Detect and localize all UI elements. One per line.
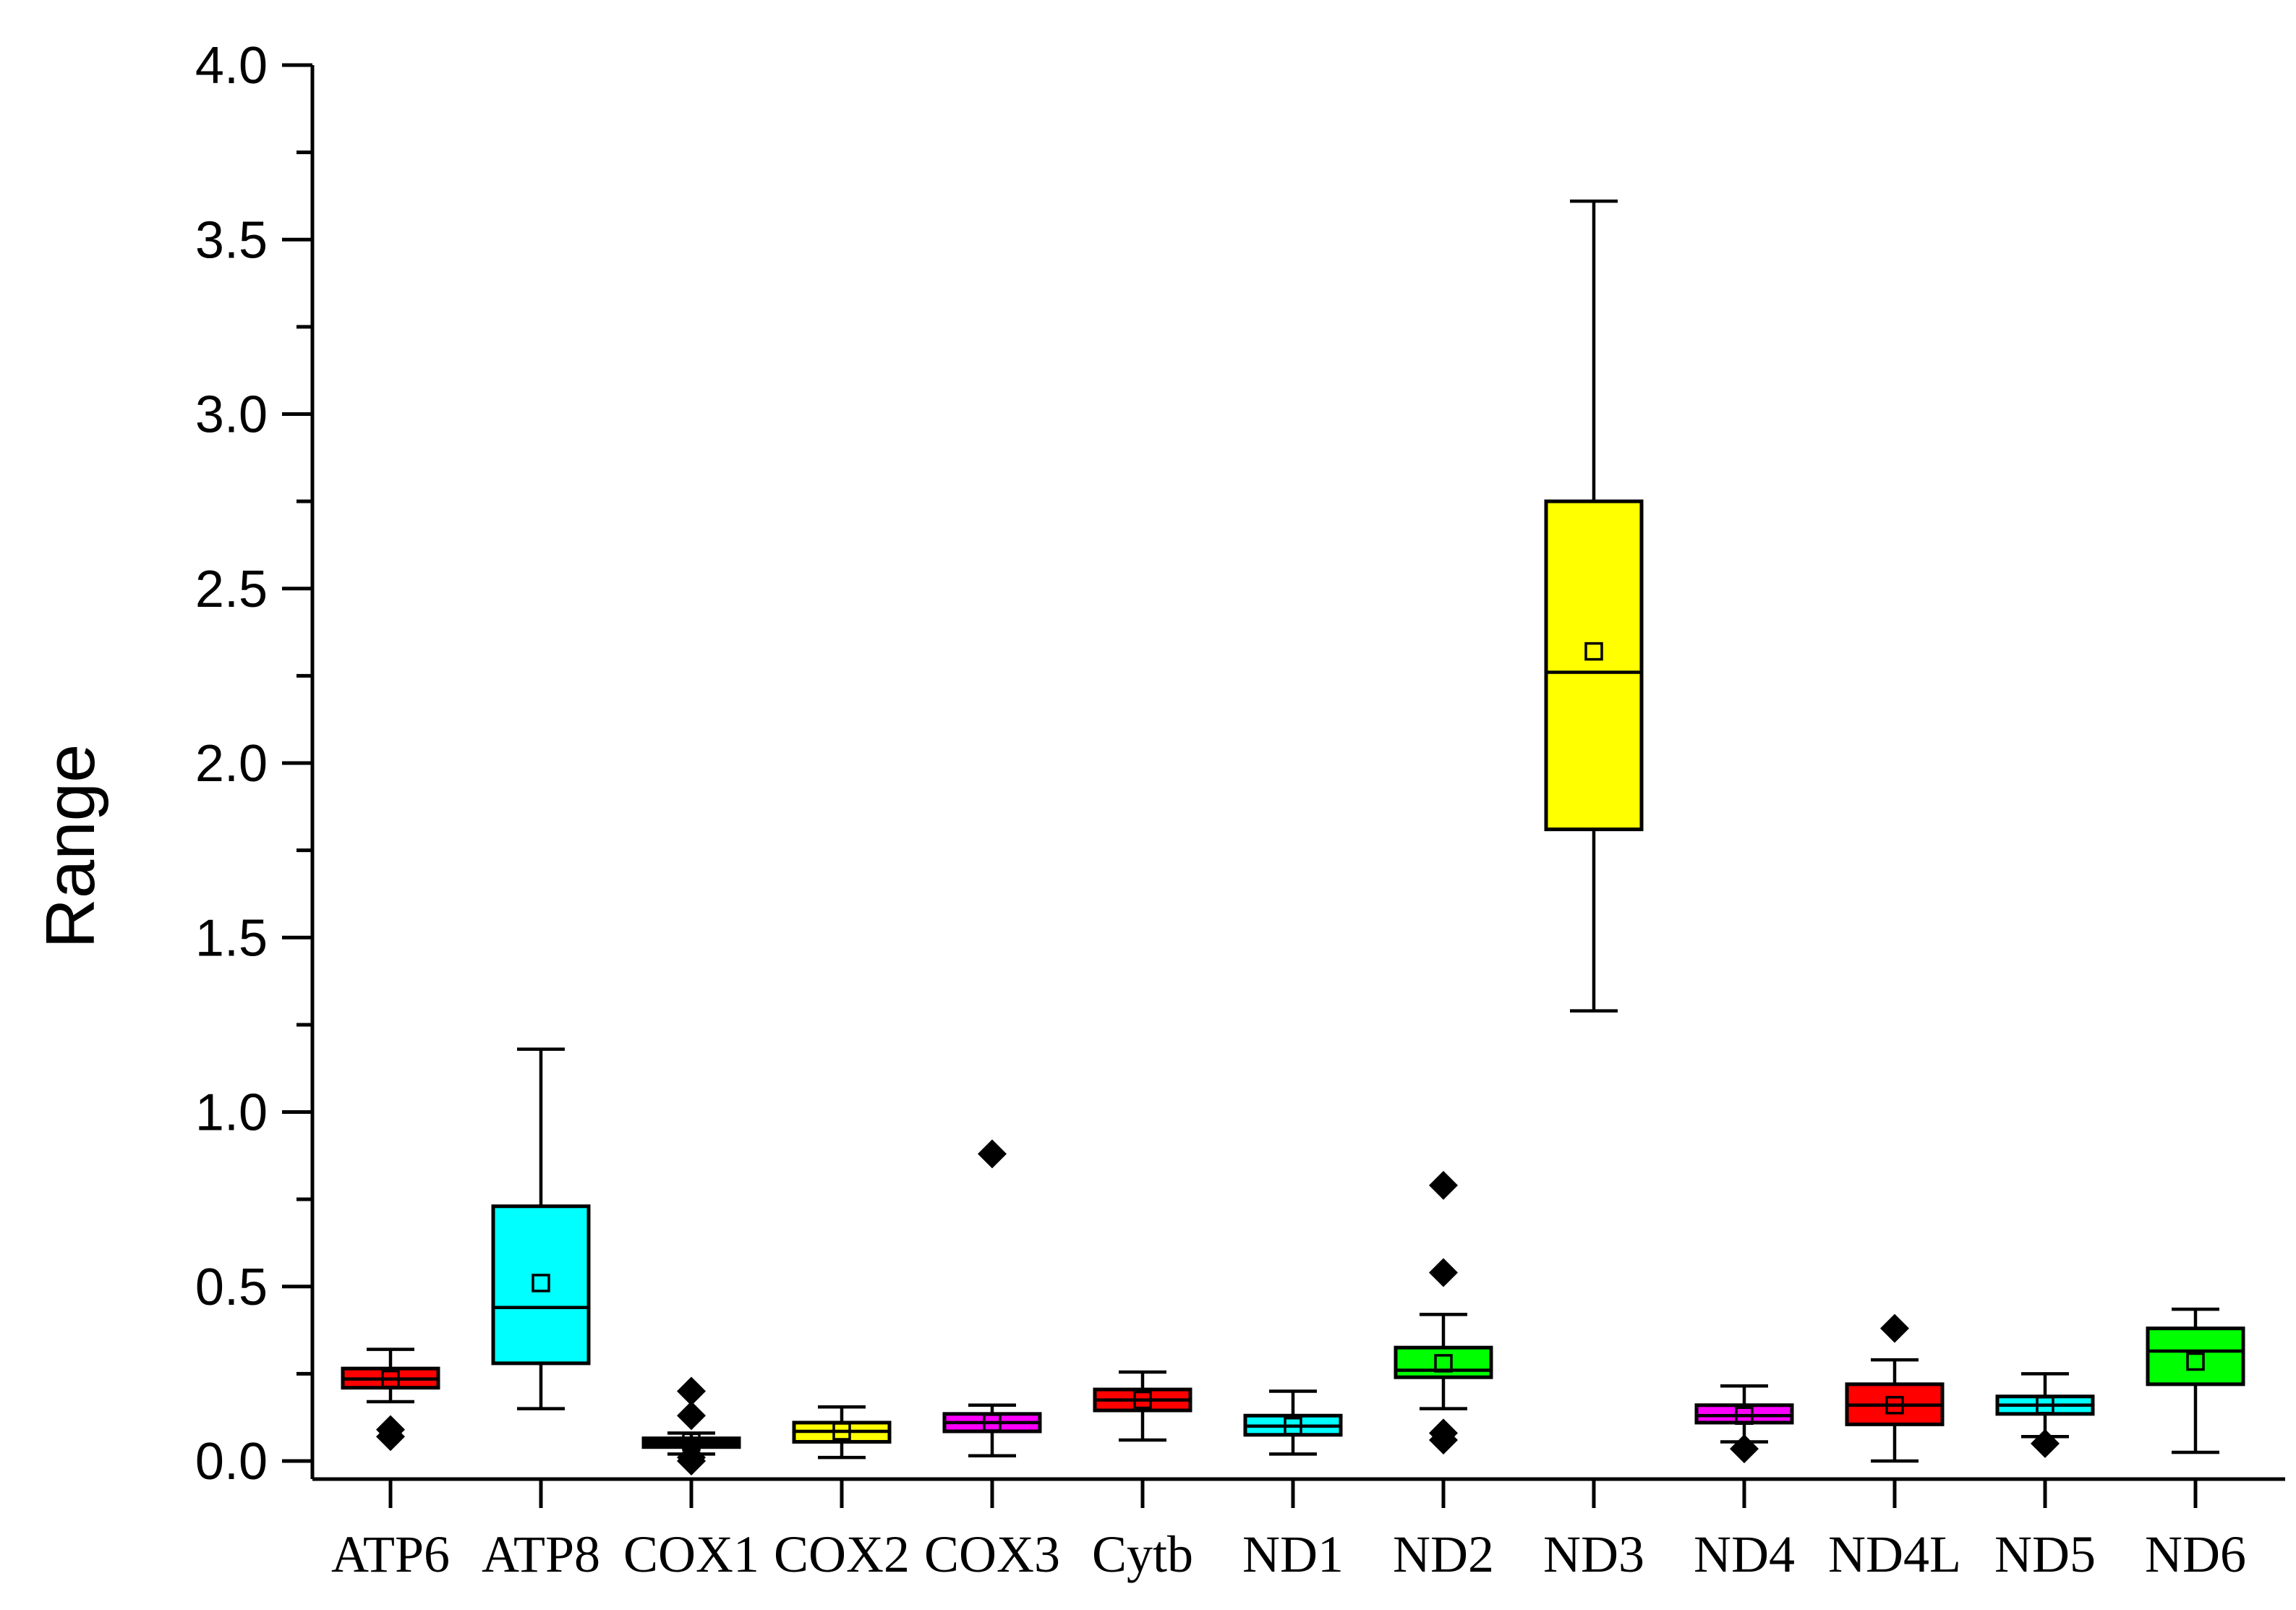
- x-tick-label-atp6: ATP6: [331, 1525, 450, 1583]
- x-tick-label-atp8: ATP8: [482, 1525, 600, 1583]
- box-atp6: [341, 1347, 440, 1452]
- y-tick-label: 2.5: [195, 561, 268, 618]
- mean-marker: [532, 1274, 550, 1292]
- x-tick-label-cox1: COX1: [623, 1525, 759, 1583]
- x-tick-label-nd6: ND6: [2145, 1525, 2246, 1583]
- mean-marker: [983, 1413, 1002, 1432]
- outlier-point: [677, 1443, 706, 1473]
- iqr-box: [2146, 1326, 2245, 1387]
- outlier-point: [1880, 1313, 1909, 1343]
- mean-marker: [2036, 1396, 2054, 1415]
- mean-marker: [381, 1369, 400, 1389]
- mean-marker: [2186, 1352, 2205, 1371]
- mean-marker: [1885, 1396, 1904, 1415]
- x-tick-label-cytb: Cytb: [1092, 1525, 1193, 1583]
- iqr-box: [491, 1204, 591, 1366]
- box-cox2: [792, 1405, 892, 1460]
- mean-marker: [1735, 1406, 1754, 1426]
- box-nd2: [1394, 1170, 1493, 1455]
- mean-marker: [1133, 1390, 1152, 1410]
- box-nd1: [1243, 1389, 1343, 1456]
- box-nd5: [1995, 1372, 2095, 1458]
- box-cox3: [942, 1139, 1042, 1458]
- box-atp8: [491, 1047, 591, 1410]
- x-tick-label-cox2: COX2: [774, 1525, 910, 1583]
- box-cox1: [641, 1376, 741, 1475]
- x-tick-label-nd2: ND2: [1393, 1525, 1494, 1583]
- x-tick-label-nd1: ND1: [1242, 1525, 1344, 1583]
- iqr-box: [1544, 499, 1644, 832]
- outlier-point: [376, 1415, 405, 1444]
- y-tick-label: 1.5: [195, 909, 268, 967]
- x-tick-label-cox3: COX3: [924, 1525, 1060, 1583]
- y-tick-label: 2.0: [195, 735, 268, 793]
- x-tick-label-nd4: ND4: [1694, 1525, 1795, 1583]
- iqr-box: [1394, 1345, 1493, 1379]
- mean-marker: [1434, 1354, 1453, 1373]
- x-tick-label-nd3: ND3: [1543, 1525, 1644, 1583]
- mean-marker: [1284, 1417, 1302, 1436]
- box-nd4l: [1845, 1313, 1945, 1463]
- y-tick-label: 3.5: [195, 211, 268, 269]
- outlier-point: [677, 1401, 706, 1431]
- y-tick-label: 0.0: [195, 1433, 268, 1491]
- outlier-point: [1429, 1258, 1458, 1287]
- mean-marker: [1584, 642, 1603, 661]
- y-axis-title: Range: [32, 744, 109, 949]
- box-series: [341, 199, 2245, 1475]
- mean-marker: [832, 1422, 851, 1441]
- outlier-point: [2031, 1428, 2060, 1458]
- y-tick-label: 3.0: [195, 386, 268, 444]
- y-axis: 0.0 0.5 1.0 1.5 2.0 2.5 3.0 3.5 4.0: [195, 37, 315, 1491]
- box-nd3: [1544, 199, 1644, 1013]
- outlier-point: [978, 1139, 1007, 1169]
- x-tick-label-nd4l: ND4L: [1828, 1525, 1961, 1583]
- box-nd4: [1694, 1384, 1794, 1464]
- box-nd6: [2146, 1307, 2245, 1454]
- outlier-point: [677, 1376, 706, 1406]
- x-axis: ATP6 ATP8 COX1 COX2 COX3 Cytb ND1 ND2 ND3 ND4 ND4L…: [312, 1477, 2285, 1583]
- outlier-point: [1429, 1170, 1458, 1200]
- outlier-point: [1429, 1418, 1458, 1448]
- outlier-point: [1730, 1434, 1759, 1464]
- y-tick-label: 0.5: [195, 1258, 268, 1316]
- x-tick-label-nd5: ND5: [1994, 1525, 2096, 1583]
- box-cytb: [1093, 1370, 1192, 1442]
- y-tick-label: 4.0: [195, 37, 268, 95]
- y-tick-label: 1.0: [195, 1084, 268, 1142]
